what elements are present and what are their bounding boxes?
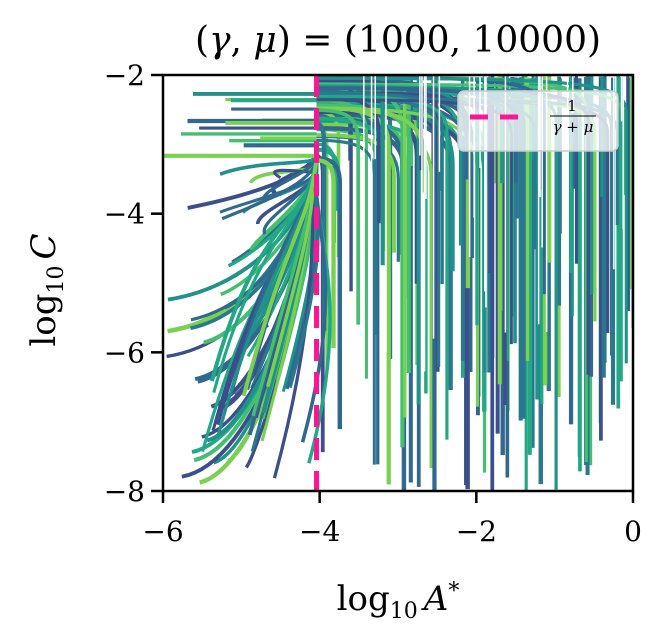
title-gamma: γ — [209, 20, 231, 61]
title-mu: μ — [253, 20, 276, 61]
chart-title: (γ, μ) = (1000, 10000) — [195, 20, 601, 61]
y-tick-label: −6 — [104, 336, 145, 369]
y-label-sub: 10 — [44, 265, 69, 293]
trajectory — [316, 156, 342, 430]
trajectory — [316, 158, 336, 349]
y-label-log: log — [24, 293, 64, 346]
y-tick-label: −2 — [104, 59, 145, 92]
y-axis-label: log10 C — [24, 233, 69, 346]
legend-label-denominator: γ + μ — [553, 118, 594, 136]
x-axis: −6 −4 −2 0 — [142, 491, 642, 548]
x-label-sup: * — [448, 579, 459, 604]
legend-box — [457, 90, 619, 152]
x-tick-label: −2 — [456, 515, 497, 548]
plot-frame — [161, 73, 635, 493]
y-tick-label: −4 — [104, 198, 145, 231]
trajectory — [219, 156, 319, 176]
x-tick-label: −6 — [142, 515, 183, 548]
y-label-var: C — [24, 233, 64, 259]
trajectory — [241, 157, 319, 397]
x-tick-label: −4 — [299, 515, 340, 548]
legend-label-numerator: 1 — [567, 97, 577, 115]
x-label-sub: 10 — [390, 599, 418, 624]
title-open: ( — [195, 20, 209, 61]
x-axis-label: log10 A* — [337, 579, 460, 624]
legend: 1 γ + μ — [457, 90, 619, 152]
x-label-log: log — [337, 579, 390, 619]
trajectory — [316, 76, 628, 364]
y-axis: −8 −6 −4 −2 — [104, 59, 163, 508]
title-close: ) = (1000, 10000) — [277, 20, 601, 61]
title-comma: , — [231, 20, 254, 61]
trajectory — [316, 108, 360, 325]
x-tick-label: 0 — [624, 515, 642, 548]
x-label-var: A — [421, 579, 449, 619]
y-tick-label: −8 — [104, 475, 145, 508]
